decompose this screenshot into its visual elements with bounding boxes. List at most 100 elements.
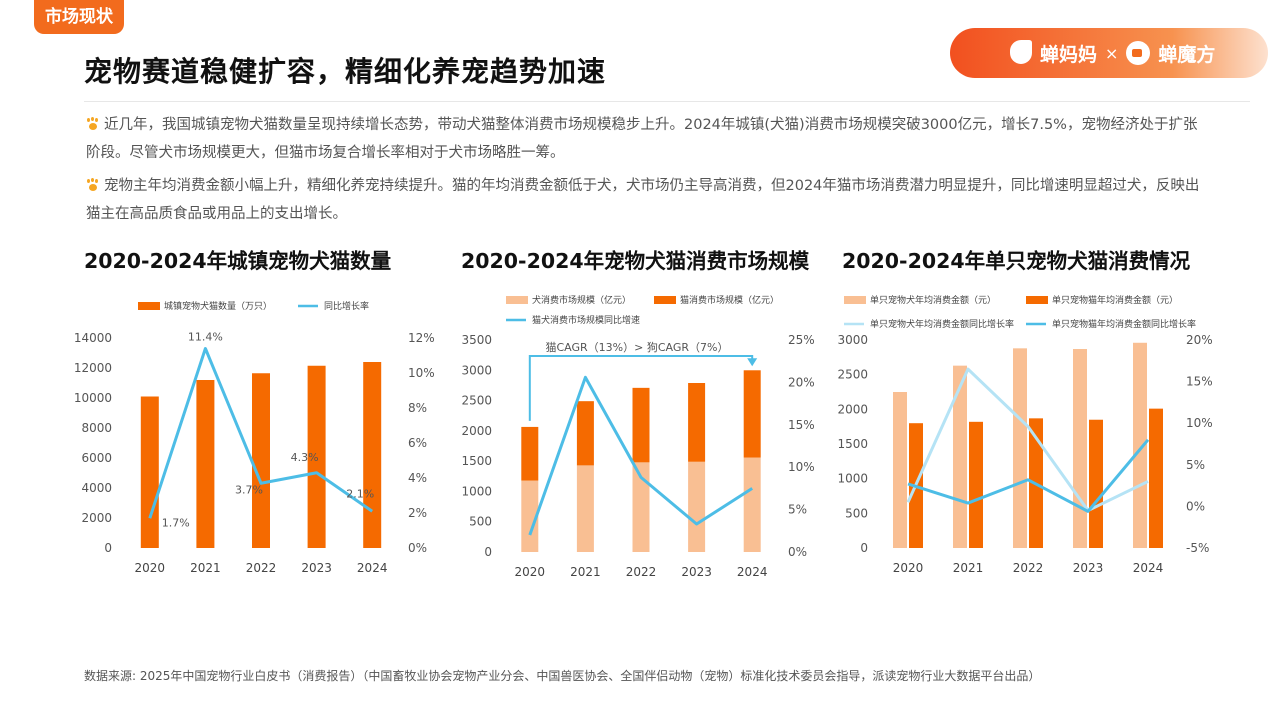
y-left-tick-label: 2500 xyxy=(461,394,492,408)
legend-cat-spend-label: 单只宠物猫年均消费金额（元） xyxy=(1052,294,1178,306)
bar-dog-market-2024 xyxy=(743,457,761,552)
y-right-tick-label: 10% xyxy=(1186,416,1213,430)
y-left-tick-label: 1500 xyxy=(837,437,868,451)
bar-cat-market-2022 xyxy=(632,387,650,463)
bar-dog-market-2021 xyxy=(576,465,594,552)
line-growth xyxy=(148,347,374,519)
y-left-tick-label: 3500 xyxy=(461,333,492,347)
y-right-tick-label: 5% xyxy=(788,503,807,517)
x-tick-label: 2020 xyxy=(515,565,546,579)
x-tick-label: 2022 xyxy=(626,565,657,579)
bar-count-2024 xyxy=(363,362,382,548)
cagr-arrow-icon xyxy=(747,358,758,367)
bar-count-2022 xyxy=(252,373,270,548)
x-tick-label: 2024 xyxy=(1133,561,1164,575)
legend-growth-label: 同比增长率 xyxy=(324,300,369,312)
x-tick-label: 2020 xyxy=(135,561,166,575)
paw-icon xyxy=(86,118,100,130)
x-tick-label: 2023 xyxy=(1073,561,1104,575)
x-tick-label: 2024 xyxy=(357,561,388,575)
brand-separator: × xyxy=(1105,43,1119,63)
y-left-tick-label: 14000 xyxy=(74,331,112,345)
chanmama-logo-icon xyxy=(1010,40,1032,64)
legend-cat-spend-growth-label: 单只宠物猫年均消费金额同比增长率 xyxy=(1052,318,1196,330)
page-title: 宠物赛道稳健扩容，精细化养宠趋势加速 xyxy=(84,55,607,88)
bar-count-2021 xyxy=(196,380,215,548)
legend-market-growth-label: 猫犬消费市场规模同比增速 xyxy=(532,314,640,326)
chart-2-title: 2020-2024年宠物犬猫消费市场规模 xyxy=(461,249,810,273)
x-tick-label: 2024 xyxy=(737,565,768,579)
section-tag: 市场现状 xyxy=(34,0,124,34)
chart-3-title: 2020-2024年单只宠物犬猫消费情况 xyxy=(842,249,1191,273)
x-tick-label: 2023 xyxy=(301,561,332,575)
x-tick-label: 2022 xyxy=(1013,561,1044,575)
y-left-tick-label: 500 xyxy=(845,506,868,520)
legend-cat-market-label: 猫消费市场规模（亿元） xyxy=(680,294,779,306)
chart-per-pet-spending: 单只宠物犬年均消费金额（元） 单只宠物猫年均消费金额（元） 单只宠物犬年均消费金额同… xyxy=(837,294,1213,575)
y-left-tick-label: 500 xyxy=(469,515,492,529)
bar-dog-spend-2021 xyxy=(953,365,967,548)
data-label-growth: 2.1% xyxy=(346,487,374,500)
x-tick-label: 2020 xyxy=(893,561,924,575)
y-left-tick-label: 10000 xyxy=(74,391,112,405)
data-label-growth: 3.7% xyxy=(235,483,263,496)
y-left-tick-label: 1000 xyxy=(461,484,492,498)
x-tick-label: 2021 xyxy=(570,565,601,579)
y-right-tick-label: -5% xyxy=(1186,541,1209,555)
legend-cat-spend-swatch xyxy=(1026,296,1048,304)
legend-dog-spend-label: 单只宠物犬年均消费金额（元） xyxy=(870,294,996,306)
y-right-tick-label: 25% xyxy=(788,333,815,347)
cagr-annotation: 猫CAGR（13%）> 狗CAGR（7%） xyxy=(546,341,729,354)
y-right-tick-label: 0% xyxy=(1186,499,1205,513)
y-left-tick-label: 3000 xyxy=(461,363,492,377)
data-label-growth: 4.3% xyxy=(291,451,319,464)
data-label-growth: 1.7% xyxy=(162,516,190,529)
y-left-tick-label: 4000 xyxy=(81,481,112,495)
bar-cat-spend-2021 xyxy=(969,421,983,548)
data-source: 数据来源: 2025年中国宠物行业白皮书（消费报告）（中国畜牧业协会宠物产业分会… xyxy=(84,669,1041,683)
brand-left: 蝉妈妈 xyxy=(1040,43,1098,66)
y-right-tick-label: 10% xyxy=(408,366,435,380)
bar-dog-market-2023 xyxy=(688,461,706,552)
y-right-tick-label: 20% xyxy=(788,375,815,389)
bullet-text-2: 宠物主年均消费金额小幅上升，精细化养宠持续提升。猫的年均消费金额低于犬，犬市场仍… xyxy=(86,178,1200,222)
bar-dog-spend-2022 xyxy=(1013,348,1027,548)
y-right-tick-label: 12% xyxy=(408,331,435,345)
x-tick-label: 2021 xyxy=(190,561,221,575)
y-left-tick-label: 0 xyxy=(484,545,492,559)
y-right-tick-label: 20% xyxy=(1186,333,1213,347)
y-left-tick-label: 12000 xyxy=(74,361,112,375)
x-tick-label: 2021 xyxy=(953,561,984,575)
legend-dog-spend-growth-label: 单只宠物犬年均消费金额同比增长率 xyxy=(870,318,1014,330)
y-right-tick-label: 15% xyxy=(788,418,815,432)
y-right-tick-label: 8% xyxy=(408,401,427,415)
y-right-tick-label: 0% xyxy=(408,541,427,555)
legend-count-label: 城镇宠物犬猫数量（万只） xyxy=(164,300,272,312)
bar-cat-market-2023 xyxy=(688,383,706,462)
header-divider xyxy=(84,101,1250,102)
brand-banner: 蝉妈妈 × 蝉魔方 xyxy=(950,28,1268,78)
x-tick-label: 2023 xyxy=(681,565,712,579)
bullet-paragraph-2: 宠物主年均消费金额小幅上升，精细化养宠持续提升。猫的年均消费金额低于犬，犬市场仍… xyxy=(86,172,1206,228)
y-right-tick-label: 2% xyxy=(408,506,427,520)
y-right-tick-label: 0% xyxy=(788,545,807,559)
data-label-growth: 11.4% xyxy=(188,331,223,344)
y-right-tick-label: 6% xyxy=(408,436,427,450)
chanmofang-logo-icon xyxy=(1126,41,1151,65)
bar-cat-market-2024 xyxy=(743,370,761,458)
chart-pet-count: 城镇宠物犬猫数量（万只） 同比增长率 0 2000 4000 6000 8000 10000 1… xyxy=(74,300,435,575)
y-right-tick-label: 10% xyxy=(788,460,815,474)
y-left-tick-label: 3000 xyxy=(837,333,868,347)
y-left-tick-label: 2500 xyxy=(837,368,868,382)
bar-count-2023 xyxy=(307,365,326,548)
bullet-text-1: 近几年，我国城镇宠物犬猫数量呈现持续增长态势，带动犬猫整体消费市场规模稳步上升。… xyxy=(86,117,1198,161)
bar-dog-spend-2020 xyxy=(893,392,907,548)
y-left-tick-label: 0 xyxy=(860,541,868,555)
legend-count-swatch xyxy=(138,302,160,310)
legend-dog-spend-swatch xyxy=(844,296,866,304)
y-left-tick-label: 0 xyxy=(104,541,112,555)
bar-cat-market-2021 xyxy=(576,401,594,466)
x-tick-label: 2022 xyxy=(246,561,277,575)
legend-cat-market-swatch xyxy=(654,296,676,304)
y-left-tick-label: 1500 xyxy=(461,454,492,468)
